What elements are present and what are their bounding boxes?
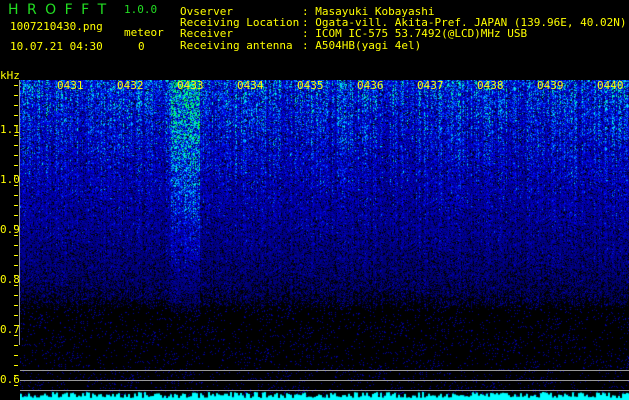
- y-tick: [14, 325, 18, 326]
- y-axis-line: [19, 80, 20, 345]
- time-label: 0440: [597, 79, 624, 92]
- time-label: 0436: [357, 79, 384, 92]
- time-label: 0433: [177, 79, 204, 92]
- time-label: 0439: [537, 79, 564, 92]
- y-tick: [14, 265, 18, 266]
- y-tick-label: 1.1: [0, 123, 20, 136]
- y-tick: [14, 345, 18, 346]
- y-tick: [14, 225, 18, 226]
- antenna-label: Receiving antenna: [180, 39, 293, 52]
- y-tick: [14, 165, 18, 166]
- meteor-count: 0: [138, 40, 145, 53]
- time-label: 0431: [57, 79, 84, 92]
- y-tick: [14, 195, 18, 196]
- observer-label: Ovserver: [180, 5, 233, 18]
- y-tick: [14, 375, 18, 376]
- meteor-label: meteor: [124, 26, 164, 39]
- y-tick: [14, 205, 18, 206]
- y-tick: [14, 135, 18, 136]
- reference-line: [20, 390, 629, 391]
- time-label: 0434: [237, 79, 264, 92]
- location-value: : Ogata-vill. Akita-Pref. JAPAN (139.96E…: [302, 16, 627, 29]
- y-tick: [14, 295, 18, 296]
- y-tick: [14, 185, 18, 186]
- antenna-value: : A504HB(yagi 4el): [302, 39, 422, 52]
- y-tick: [14, 365, 18, 366]
- y-tick: [14, 255, 18, 256]
- y-unit-label: kHz: [0, 69, 20, 82]
- y-tick: [14, 145, 18, 146]
- reference-line: [20, 380, 629, 381]
- receiver-value: : ICOM IC-575 53.7492(@LCD)MHz USB: [302, 27, 528, 40]
- y-tick-label: 0.6: [0, 373, 20, 386]
- y-tick: [14, 305, 18, 306]
- y-tick-label: 1.0: [0, 173, 20, 186]
- y-tick: [14, 245, 18, 246]
- y-tick: [14, 125, 18, 126]
- location-label: Receiving Location: [180, 16, 300, 29]
- y-tick: [14, 115, 18, 116]
- y-tick: [14, 385, 18, 386]
- y-tick: [14, 315, 18, 316]
- time-label: 0432: [117, 79, 144, 92]
- y-tick: [14, 85, 18, 86]
- y-tick-label: 0.8: [0, 273, 20, 286]
- y-tick-label: 0.9: [0, 223, 20, 236]
- y-tick: [14, 215, 18, 216]
- y-tick: [14, 95, 18, 96]
- time-label: 0438: [477, 79, 504, 92]
- y-tick: [14, 335, 18, 336]
- app-title: H R O F F T: [8, 2, 109, 18]
- time-label: 0437: [417, 79, 444, 92]
- y-tick: [14, 235, 18, 236]
- y-tick: [14, 275, 18, 276]
- y-tick: [14, 155, 18, 156]
- y-tick: [14, 105, 18, 106]
- y-tick: [14, 355, 18, 356]
- file-datetime: 10.07.21 04:30: [10, 40, 103, 53]
- y-tick: [14, 175, 18, 176]
- time-label: 0435: [297, 79, 324, 92]
- app-version: 1.0.0: [124, 3, 158, 16]
- observer-value: : Masayuki Kobayashi: [302, 5, 435, 18]
- y-tick-label: 0.7: [0, 323, 20, 336]
- file-name: 1007210430.png: [10, 20, 103, 33]
- y-tick: [14, 285, 18, 286]
- reference-line: [20, 370, 629, 371]
- receiver-label: Receiver: [180, 27, 233, 40]
- spectrogram: [20, 80, 629, 400]
